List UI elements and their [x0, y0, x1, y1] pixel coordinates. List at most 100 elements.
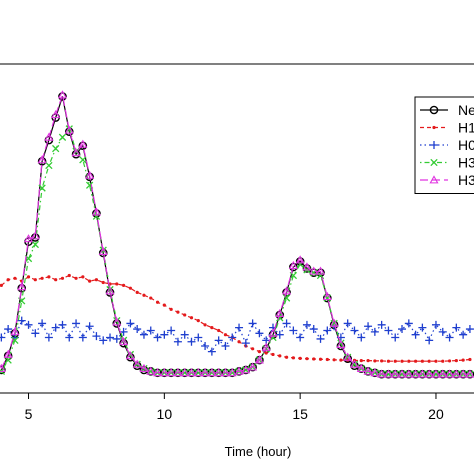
series-3-point — [92, 212, 101, 220]
series-1-point — [427, 359, 431, 363]
series-4-point — [424, 369, 434, 378]
series-2-point — [78, 333, 87, 342]
series-1-line — [1, 274, 470, 362]
series-2-point — [221, 341, 230, 350]
series-4-point — [23, 234, 34, 243]
series-1-point — [305, 357, 309, 361]
series-1-point — [121, 283, 126, 287]
series-4-point — [377, 369, 387, 378]
series-4-point — [112, 317, 122, 326]
series-2-point — [4, 325, 13, 334]
series-4-point — [349, 359, 360, 368]
series-1-point — [60, 276, 65, 280]
series-4-point — [64, 125, 74, 134]
series-4-point — [261, 342, 271, 351]
series-4-point — [315, 266, 326, 275]
series-4-point — [57, 90, 68, 99]
series-1-point — [176, 310, 180, 314]
series-1-point — [332, 358, 336, 362]
series-3-point — [282, 294, 291, 302]
series-2-line — [0, 319, 471, 353]
series-4-point — [119, 337, 129, 346]
series-4-point — [363, 366, 373, 375]
series-3-point — [228, 369, 236, 377]
series-1-point — [128, 286, 132, 290]
series-4-point — [153, 368, 163, 377]
series-2-point — [465, 325, 474, 334]
series-1-point — [393, 359, 397, 363]
series-1-point — [284, 355, 289, 359]
series-2-point — [133, 325, 142, 334]
series-2-point — [377, 320, 386, 329]
series-2-point — [364, 322, 373, 331]
series-4-point — [166, 368, 176, 377]
series-1-point — [366, 359, 370, 363]
series-1-point — [33, 278, 37, 282]
series-3-point — [58, 133, 67, 141]
series-1-point — [380, 359, 384, 363]
series-4-point — [85, 170, 95, 179]
series-2-point — [309, 325, 318, 334]
series-4-point — [336, 339, 346, 348]
series-2-point — [398, 325, 407, 334]
series-4-point — [180, 368, 190, 377]
series-4-point — [458, 369, 468, 378]
series-1-point — [373, 359, 377, 363]
series-2-point — [146, 326, 155, 335]
legend-label: H3 — [458, 172, 474, 188]
series-1-point — [454, 359, 458, 363]
series-2-point — [302, 320, 311, 329]
series-0-point — [58, 92, 67, 101]
series-2-point — [350, 326, 359, 335]
series-1-point — [461, 358, 465, 362]
series-4-point — [390, 369, 400, 378]
series-4-point — [139, 363, 149, 372]
series-4-point — [78, 139, 88, 148]
legend-marker — [430, 158, 438, 167]
series-4-point — [288, 260, 298, 270]
series-2-point — [92, 332, 101, 341]
series-4-point — [329, 318, 339, 327]
series-4-point — [71, 148, 81, 157]
series-2-point — [248, 319, 257, 328]
series-3-point — [384, 370, 393, 378]
series-1-point — [101, 280, 105, 285]
series-3-point — [52, 144, 60, 153]
x-tick-label: 20 — [428, 406, 444, 422]
series-4-point — [44, 132, 54, 141]
series-1-point — [6, 278, 10, 282]
series-2-point — [384, 326, 393, 335]
series-1-point — [203, 323, 207, 327]
series-4-point — [17, 282, 27, 291]
series-1-point — [223, 333, 228, 337]
series-3-point — [432, 370, 440, 378]
series-1-point — [217, 328, 221, 333]
series-4-point — [451, 369, 461, 378]
x-tick-label: 15 — [292, 406, 308, 422]
series-2-point — [187, 337, 196, 346]
series-3-point — [466, 370, 474, 378]
series-2-point — [51, 323, 60, 332]
series-2-point — [112, 334, 121, 343]
series-0-point — [78, 141, 88, 151]
series-2-point — [180, 330, 189, 339]
series-4-point — [404, 369, 414, 378]
series-2-point — [459, 330, 468, 339]
series-4-line — [0, 92, 470, 375]
series-4-point — [186, 368, 197, 377]
series-1-point — [386, 359, 391, 363]
series-4-point — [173, 368, 183, 377]
series-3-point — [31, 240, 39, 249]
series-3-point — [269, 333, 277, 342]
series-4-point — [370, 368, 380, 377]
series-1 — [0, 273, 472, 363]
series-3 — [0, 125, 474, 378]
series-4-point — [302, 262, 312, 271]
legend-label: H3 — [458, 155, 474, 171]
series-4-point — [234, 366, 244, 375]
series-2-point — [119, 327, 128, 336]
legend-item: H3 — [420, 172, 474, 188]
series-2-point — [445, 333, 454, 342]
series-2-point — [391, 333, 400, 342]
series-1-point — [0, 283, 3, 287]
